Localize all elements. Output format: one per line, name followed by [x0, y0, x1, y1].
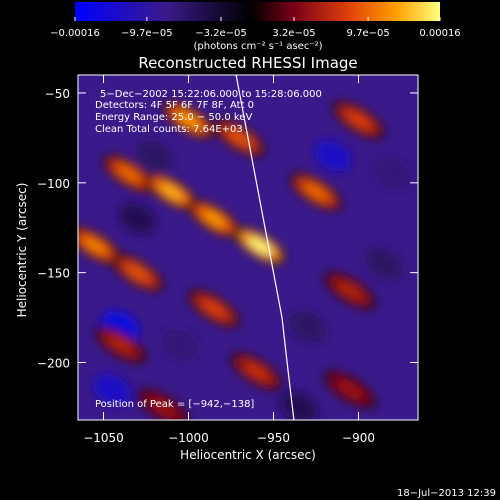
- generated-timestamp: 18−Jul−2013 12:39: [397, 488, 496, 499]
- colorbar-ticks: −0.00016 −9.7e−05 −3.2e−05 3.2e−05 9.7e−05 0.…: [50, 17, 461, 39]
- heatmap-ridge-core: [82, 237, 108, 255]
- y-tick-label: −200: [37, 357, 70, 371]
- solar-limb-line: [235, 75, 295, 420]
- colorbar-units: (photons cm⁻² s⁻¹ asec⁻²): [193, 41, 322, 52]
- plot-frame: [77, 74, 419, 421]
- chart-title: Reconstructed RHESSI Image: [138, 54, 357, 72]
- heatmap-ridge-core: [247, 237, 273, 255]
- colorbar-tick-label: 3.2e−05: [272, 28, 315, 39]
- x-axis-label: Heliocentric X (arcsec): [180, 448, 316, 462]
- plot-area: −1050 −1000 −950 −900 −50 −100 −150 −200 5−Dec−…: [37, 74, 419, 445]
- heatmap-trough: [118, 203, 157, 235]
- heatmap-ridge-core: [108, 335, 133, 354]
- heatmap-ridge-core: [125, 264, 150, 282]
- y-tick-label: −150: [37, 267, 70, 281]
- heatmap-ridge-core: [337, 380, 363, 398]
- colorbar: −0.00016 −9.7e−05 −3.2e−05 3.2e−05 9.7e−05 0.…: [50, 2, 461, 52]
- heatmap-trough: [280, 391, 318, 420]
- heatmap-ridge-core: [346, 111, 371, 129]
- axis-ticks: −1050 −1000 −950 −900 −50 −100 −150 −200: [37, 75, 418, 445]
- annotation-detectors: Detectors: 4F 5F 6F 7F 8F, Att 0: [95, 100, 254, 111]
- heatmap-trough: [161, 328, 199, 361]
- heatmap-ridge-core: [159, 183, 184, 201]
- colorbar-tick-label: 0.00016: [419, 28, 460, 39]
- y-axis-label: Heliocentric Y (arcsec): [15, 183, 29, 318]
- heatmap-trough: [365, 247, 403, 280]
- y-tick-label: −100: [37, 177, 70, 191]
- peak-position-label: Position of Peak = [−942,−138]: [95, 399, 254, 410]
- heatmap-ridge-core: [337, 282, 363, 300]
- heatmap-trough: [288, 310, 327, 343]
- heatmap-ridge-core: [244, 362, 269, 381]
- annotation-counts: Clean Total counts: 7.64E+03: [95, 124, 243, 135]
- heatmap-ridge-core: [303, 183, 329, 201]
- colorbar-tick-label: −3.2e−05: [195, 28, 247, 39]
- heatmap-trough: [135, 140, 174, 172]
- heatmap-ridge-core: [150, 398, 176, 416]
- heatmap-ridge-core: [201, 300, 227, 318]
- heatmap-ridge-core: [201, 210, 227, 228]
- y-tick-label: −50: [45, 87, 70, 101]
- heatmap-trough: [314, 140, 352, 172]
- heatmap-trough: [93, 86, 131, 118]
- colorbar-tick-label: −9.7e−05: [121, 28, 173, 39]
- colorbar-tick-label: 9.7e−05: [347, 28, 390, 39]
- colorbar-tick-label: −0.00016: [50, 28, 100, 39]
- x-tick-label: −1000: [168, 431, 209, 445]
- heatmap-trough: [93, 373, 131, 406]
- x-tick-label: −900: [342, 431, 375, 445]
- annotation-time: 5−Dec−2002 15:22:06.000 to 15:28:06.000: [100, 89, 322, 100]
- x-tick-label: −1050: [83, 431, 124, 445]
- annotation-energy: Energy Range: 25.0 − 50.0 keV: [95, 112, 252, 123]
- x-tick-label: −950: [257, 431, 290, 445]
- heatmap-ridge-core: [176, 111, 201, 129]
- heatmap-ridge-core: [116, 165, 142, 183]
- colorbar-gradient: [75, 2, 440, 21]
- heatmap-ridge-core: [227, 129, 252, 147]
- heatmap-trough: [373, 158, 412, 190]
- heatmap-field: [78, 86, 412, 420]
